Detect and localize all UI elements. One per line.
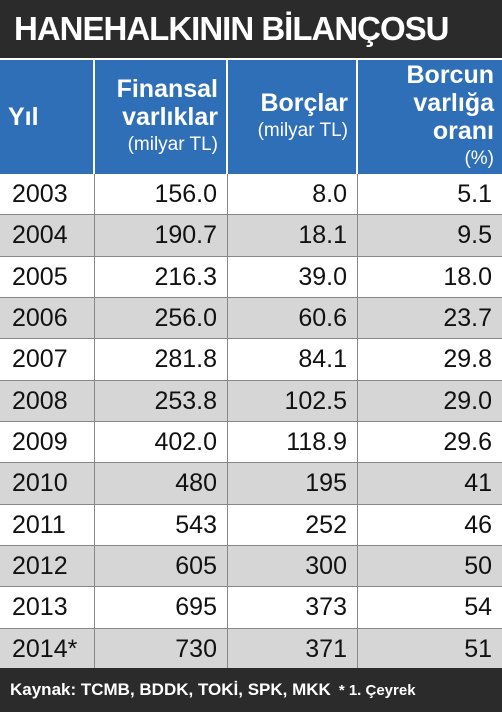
table-row: 2011 543 252 46 <box>0 504 502 546</box>
table-row: 2007 281.8 84.1 29.8 <box>0 339 502 381</box>
table-cell: 2013 <box>0 587 95 628</box>
column-unit: (%) <box>464 148 494 169</box>
table-cell: 5.1 <box>457 180 492 208</box>
table-cell: 84.1 <box>228 339 358 380</box>
table-cell: 23.7 <box>443 303 492 332</box>
table-cell: 253.8 <box>95 380 228 421</box>
table-cell: 281.8 <box>95 339 228 380</box>
table-cell: 18.0 <box>443 262 492 291</box>
table-row: 2013 695 373 54 <box>0 587 502 629</box>
table-cell: 29.0 <box>443 386 492 415</box>
table-cell: 50 <box>464 551 492 580</box>
table-cell: 402.0 <box>95 421 228 463</box>
table-cell: 2012 <box>0 545 95 587</box>
column-label: Yıl <box>8 103 39 131</box>
table-row: 2010 480 195 41 <box>0 463 502 505</box>
table-cell: 60.6 <box>228 297 358 339</box>
table-cell: 2011 <box>0 504 95 545</box>
table-row: 2014* 730 371 51 <box>0 628 502 670</box>
table-header: Yıl Finansal varlıklar (milyar TL) Borçlar (… <box>0 60 502 174</box>
table-row: 2006 256.0 60.6 23.7 <box>0 297 502 340</box>
table-row: 2005 216.3 39.0 18.0 <box>0 256 502 298</box>
table-cell: 190.7 <box>95 215 228 256</box>
table-cell: 29.6 <box>443 427 492 456</box>
table-cell: 2014* <box>0 628 95 669</box>
title: HANEHALKININ BİLANÇOSU <box>0 0 502 58</box>
column-label: Borçlar <box>260 89 348 117</box>
table-cell: 41 <box>464 469 492 498</box>
column-label: Finansal varlıklar <box>116 75 218 131</box>
table-cell: 9.5 <box>457 221 492 250</box>
table-cell: 2009 <box>0 421 95 463</box>
table-cell: 730 <box>95 628 228 669</box>
table-cell: 2010 <box>0 463 95 504</box>
table-cell: 18.1 <box>228 215 358 256</box>
table-cell: 695 <box>95 587 228 628</box>
table-cell: 480 <box>95 463 228 504</box>
table-cell: 46 <box>464 510 492 539</box>
table-row: 2008 253.8 102.5 29.0 <box>0 380 502 422</box>
table-cell: 2005 <box>0 256 95 297</box>
table-cell: 156.0 <box>95 174 228 215</box>
column-header: Borçlar (milyar TL) <box>228 60 358 174</box>
table-cell: 2006 <box>0 297 95 339</box>
table-row: 2003 156.0 8.0 5.1 <box>0 174 502 216</box>
table-cell: 605 <box>95 545 228 587</box>
footnote: * 1. Çeyrek <box>338 682 416 699</box>
table-cell: 195 <box>228 463 358 504</box>
table-cell: 252 <box>228 504 358 545</box>
table-cell: 256.0 <box>95 297 228 339</box>
footer: Kaynak: TCMB, BDDK, TOKİ, SPK, MKK * 1. Ç… <box>0 668 502 712</box>
table-cell: 51 <box>464 634 492 663</box>
table-cell: 29.8 <box>443 345 492 374</box>
table-cell: 8.0 <box>228 174 358 215</box>
table-row: 2012 605 300 50 <box>0 545 502 588</box>
table-cell: 371 <box>228 628 358 669</box>
table-cell: 2003 <box>0 174 95 215</box>
table-cell: 54 <box>464 593 492 622</box>
table-cell: 2004 <box>0 215 95 256</box>
table-cell: 2008 <box>0 380 95 421</box>
table-cell: 39.0 <box>228 256 358 297</box>
column-unit: (milyar TL) <box>257 120 348 141</box>
column-label: Borcun varlığa oranı <box>406 61 495 145</box>
source: Kaynak: TCMB, BDDK, TOKİ, SPK, MKK <box>10 680 331 699</box>
column-header: Finansal varlıklar (milyar TL) <box>95 60 228 174</box>
column-header: Yıl <box>0 60 95 174</box>
table-body: 2003 156.0 8.0 5.1 2004 190.7 18.1 9.5 2005 216.3… <box>0 174 502 670</box>
table-row: 2004 190.7 18.1 9.5 <box>0 215 502 257</box>
table-cell: 102.5 <box>228 380 358 421</box>
column-header: Borcun varlığa oranı (%) <box>358 60 502 174</box>
table-cell: 216.3 <box>95 256 228 297</box>
column-unit: (milyar TL) <box>127 134 218 155</box>
table-cell: 118.9 <box>228 421 358 463</box>
table-cell: 543 <box>95 504 228 545</box>
table-cell: 2007 <box>0 339 95 380</box>
table-row: 2009 402.0 118.9 29.6 <box>0 421 502 464</box>
table-cell: 300 <box>228 545 358 587</box>
table-cell: 373 <box>228 587 358 628</box>
